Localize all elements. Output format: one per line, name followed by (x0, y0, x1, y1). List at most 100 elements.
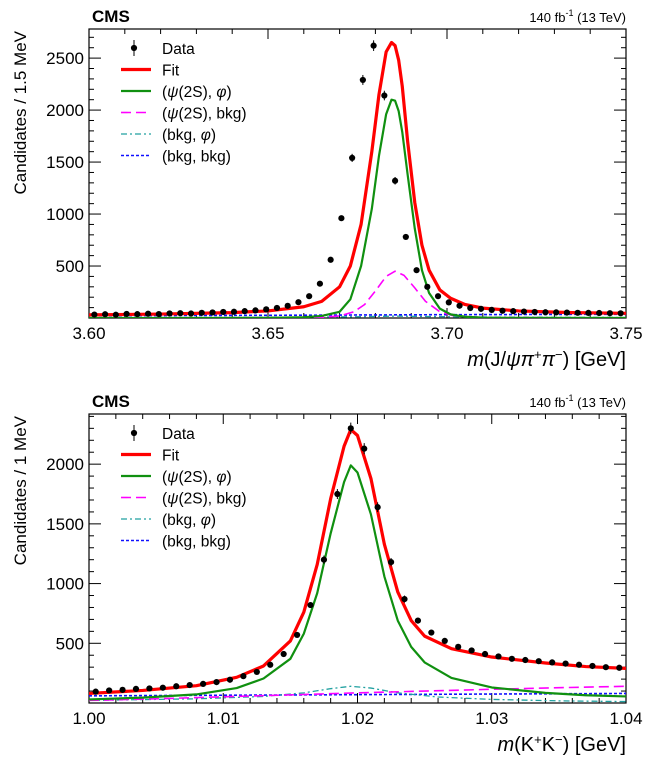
data-point (166, 310, 173, 317)
data-point (213, 679, 220, 686)
data-point (467, 304, 474, 312)
data-point (617, 310, 624, 317)
data-point (520, 308, 528, 315)
luminosity-value: 140 fb (529, 395, 565, 410)
data-point (240, 673, 247, 680)
x-axis-label-part: − (555, 347, 563, 362)
x-axis-label-part: ψπ (506, 349, 535, 371)
data-point (253, 668, 260, 676)
x-axis-label-part: ) [GeV] (563, 349, 626, 371)
data-point (374, 504, 381, 511)
data-point (481, 650, 489, 658)
legend-entry-sig: (ψ(2S), φ) (121, 84, 232, 101)
x-tick-label: 3.65 (251, 324, 284, 343)
legend-label-part: Data (162, 41, 195, 58)
data-point (589, 662, 596, 670)
data-point (327, 256, 334, 263)
x-tick-label: 3.70 (430, 324, 463, 343)
data-point (198, 309, 205, 316)
legend-label-part: ψ (167, 84, 178, 101)
x-tick-label: 1.04 (609, 709, 642, 728)
data-point (553, 309, 560, 316)
data-point (144, 310, 152, 317)
data-point (563, 309, 571, 316)
x-axis-label-part: K (542, 734, 556, 756)
data-point (359, 76, 366, 84)
series-bkgphi-line (89, 685, 626, 703)
series-bkgbkg-line (89, 692, 626, 697)
legend-label-part: ) (226, 84, 231, 101)
legend-label-part: ( (162, 491, 168, 508)
data-point (307, 601, 314, 609)
data-point (387, 558, 395, 566)
data-point (535, 658, 542, 665)
data-point (445, 299, 452, 306)
y-tick-label: 2000 (46, 455, 84, 474)
y-axis-label: Candidates / 1.5 MeV (11, 30, 30, 194)
data-point (338, 215, 345, 222)
data-point (347, 425, 354, 432)
legend-label: (bkg, φ) (162, 127, 216, 144)
data-point (402, 233, 409, 241)
data-point (602, 664, 609, 671)
legend-label-part: ) (211, 127, 216, 144)
data-point (542, 309, 549, 316)
legend-label: (ψ(2S), φ) (162, 469, 232, 486)
data-point (155, 310, 162, 318)
legend-entry-bkgphi: (bkg, φ) (121, 512, 216, 529)
data-point (186, 681, 193, 689)
data-point (495, 653, 502, 660)
data-point (391, 177, 399, 184)
legend-label: (ψ(2S), bkg) (162, 106, 247, 123)
luminosity-label: 140 fb-1 (13 TeV) (529, 8, 626, 25)
data-point (381, 92, 388, 99)
legend-data-marker (130, 44, 138, 52)
data-point (596, 309, 603, 317)
data-point (123, 310, 130, 318)
data-point (241, 308, 248, 315)
x-axis-label-part: m (467, 349, 484, 371)
data-point (146, 685, 153, 692)
y-tick-label: 500 (56, 634, 84, 653)
top-panel: 3.60 3.65 3.70 3.75 500 1000 1500 2000 2500 Candi… (11, 7, 643, 371)
legend-label-part: ( (162, 469, 168, 486)
legend-label-part: ) (226, 469, 231, 486)
legend-data-marker (130, 429, 138, 437)
legend-label-part: φ (201, 127, 211, 144)
data-point (267, 661, 274, 668)
legend-label: (bkg, φ) (162, 512, 216, 529)
x-axis-label: m(J/ψπ+π−) [GeV] (467, 347, 626, 372)
data-point (293, 631, 301, 639)
x-axis-label-part: ) [GeV] (563, 734, 626, 756)
data-point (132, 685, 140, 693)
legend-label-part: (bkg, (162, 127, 201, 144)
experiment-label: CMS (92, 7, 130, 26)
data-point (280, 650, 287, 658)
luminosity-label: 140 fb-1 (13 TeV) (529, 393, 626, 410)
data-point (119, 686, 126, 693)
data-point (414, 617, 422, 624)
legend-label-part: ψ (167, 469, 178, 486)
legend-label-part: (2S), bkg) (178, 106, 246, 123)
legend-label-part: φ (201, 512, 211, 529)
data-point (295, 299, 302, 306)
energy-value: (13 TeV) (573, 395, 626, 410)
legend-entry-psibkg: (ψ(2S), bkg) (121, 491, 247, 508)
data-point (441, 637, 448, 645)
data-point (230, 308, 238, 315)
data-point (209, 309, 216, 316)
legend-label: (ψ(2S), bkg) (162, 491, 247, 508)
data-point (177, 310, 184, 317)
energy-value: (13 TeV) (573, 10, 626, 25)
legend-label: Data (162, 426, 195, 443)
data-point (574, 309, 581, 316)
data-point (456, 302, 463, 309)
x-tick-label: 1.01 (207, 709, 240, 728)
data-point (173, 683, 180, 690)
x-axis-label-part: π (542, 349, 556, 371)
legend-entry-data: Data (130, 40, 195, 58)
legend-label-part: ( (162, 84, 168, 101)
data-point (112, 311, 119, 318)
legend-label-part: ( (162, 106, 168, 123)
legend-entry-bkgphi: (bkg, φ) (121, 127, 216, 144)
